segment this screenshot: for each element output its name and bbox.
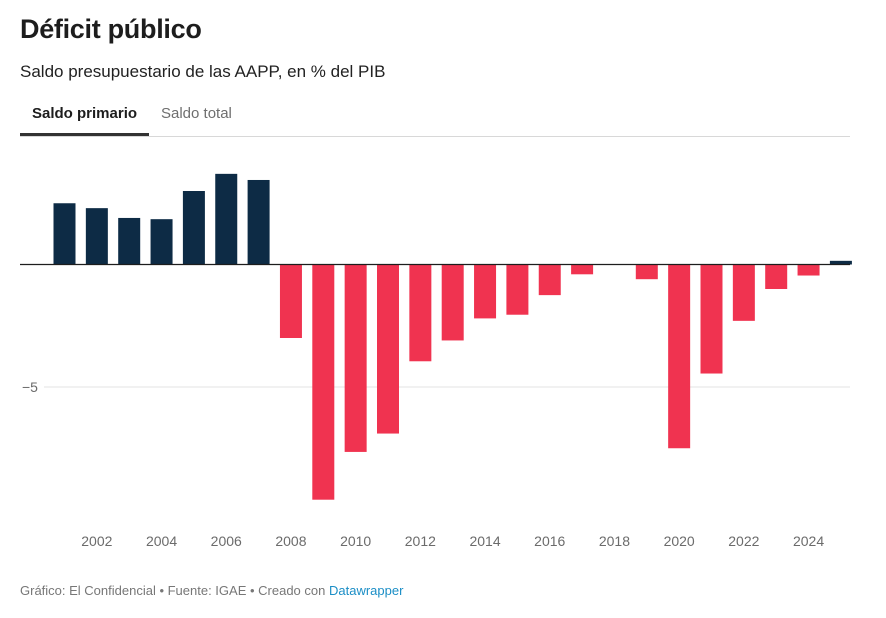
bar-2003 xyxy=(118,217,141,265)
x-tick-label: 2006 xyxy=(211,533,242,549)
bar-2017 xyxy=(571,264,594,275)
chart-footer: Gráfico: El Confidencial • Fuente: IGAE … xyxy=(20,583,403,598)
bar-2009 xyxy=(312,264,335,500)
bar-2020 xyxy=(668,264,691,449)
tab-bar: Saldo primario Saldo total xyxy=(20,100,850,137)
bar-2006 xyxy=(215,173,238,265)
bar-2004 xyxy=(150,219,173,265)
x-tick-label: 2012 xyxy=(405,533,436,549)
x-tick-label: 2014 xyxy=(469,533,500,549)
footer-credits: Gráfico: El Confidencial • Fuente: IGAE … xyxy=(20,583,329,598)
bar-2012 xyxy=(409,264,432,362)
x-tick-label: 2016 xyxy=(534,533,565,549)
bar-2008 xyxy=(279,264,302,338)
bar-2005 xyxy=(182,191,205,265)
x-tick-label: 2018 xyxy=(599,533,630,549)
bar-2002 xyxy=(85,208,108,265)
x-tick-label: 2024 xyxy=(793,533,824,549)
tab-saldo-primario[interactable]: Saldo primario xyxy=(20,100,150,136)
tab-saldo-total[interactable]: Saldo total xyxy=(161,105,232,122)
bar-2016 xyxy=(538,264,561,296)
datawrapper-link[interactable]: Datawrapper xyxy=(328,583,404,598)
chart-subtitle: Saldo presupuestario de las AAPP, en % d… xyxy=(20,62,386,81)
bar-2015 xyxy=(506,264,529,315)
x-tick-label: 2002 xyxy=(81,533,112,549)
x-tick-label: 2022 xyxy=(728,533,759,549)
bar-2022 xyxy=(732,264,755,321)
bar-2011 xyxy=(377,264,399,434)
bar-2010 xyxy=(344,264,367,452)
x-tick-label: 2008 xyxy=(275,533,306,549)
bar-chart: −5 2002 2004 2006 2008 2010 2012 2014 2016 2018 20… xyxy=(20,173,852,549)
y-tick-label: −5 xyxy=(22,379,38,395)
bar-2025 xyxy=(829,260,852,265)
chart-title: Déficit público xyxy=(20,14,202,44)
bar-2019 xyxy=(635,264,658,280)
x-tick-label: 2020 xyxy=(664,533,695,549)
x-tick-label: 2010 xyxy=(340,533,371,549)
bar-2001 xyxy=(53,203,76,265)
bar-2021 xyxy=(700,264,723,374)
bar-2014 xyxy=(474,264,497,319)
bar-2024 xyxy=(797,264,820,276)
bar-2013 xyxy=(441,264,464,341)
bar-2023 xyxy=(765,264,788,289)
bar-2007 xyxy=(247,179,270,265)
x-tick-label: 2004 xyxy=(146,533,177,549)
